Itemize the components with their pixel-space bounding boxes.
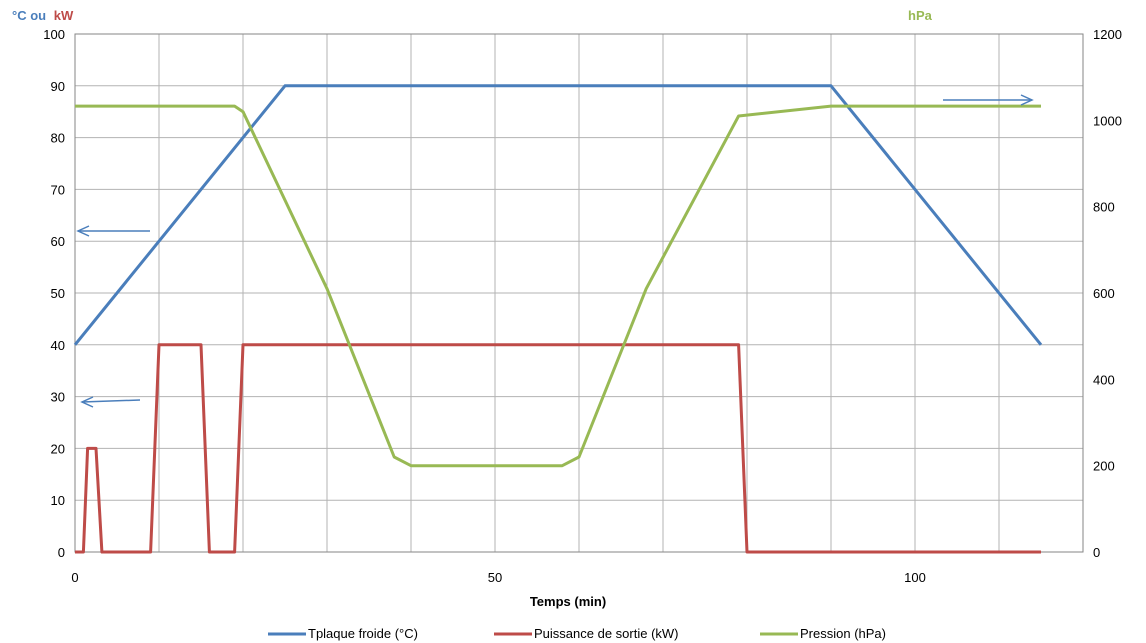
legend-label-3: Pression (hPa) bbox=[800, 626, 886, 641]
y-left-axis-title: °C ou kW bbox=[12, 8, 74, 23]
y-left-tick-label: 80 bbox=[51, 131, 65, 146]
y-right-axis-title: hPa bbox=[908, 8, 933, 23]
grid-layer bbox=[75, 34, 1083, 552]
y-left-tick-label: 0 bbox=[58, 545, 65, 560]
y-right-tick-label: 1200 bbox=[1093, 27, 1122, 42]
left-axis: 0 10 20 30 40 50 60 70 80 90 100 bbox=[43, 27, 65, 560]
y-left-tick-label: 30 bbox=[51, 390, 65, 405]
y-left-tick-label: 10 bbox=[51, 493, 65, 508]
y-right-tick-label: 800 bbox=[1093, 200, 1115, 215]
legend-label-2: Puissance de sortie (kW) bbox=[534, 626, 679, 641]
y-left-axis-title-part1: °C ou bbox=[12, 8, 46, 23]
annotation-arrow-left-2 bbox=[80, 396, 141, 408]
plot-area-frame bbox=[74, 33, 1084, 553]
y-right-tick-label: 200 bbox=[1093, 459, 1115, 474]
x-tick-label: 0 bbox=[71, 570, 78, 585]
y-left-tick-label: 90 bbox=[51, 79, 65, 94]
right-axis: 0 200 400 600 800 1000 1200 bbox=[1093, 27, 1122, 560]
annotation-arrow-right bbox=[943, 94, 1034, 106]
x-tick-label: 100 bbox=[904, 570, 926, 585]
annotation-arrow-left-1 bbox=[76, 225, 150, 237]
y-left-axis-title-part2: kW bbox=[54, 8, 74, 23]
x-axis: 0 50 100 bbox=[71, 570, 925, 585]
y-left-tick-label: 100 bbox=[43, 27, 65, 42]
series-line-2 bbox=[75, 343, 1041, 554]
x-tick-label: 50 bbox=[488, 570, 502, 585]
y-right-tick-label: 1000 bbox=[1093, 113, 1122, 128]
legend-label-1: Tplaque froide (°C) bbox=[308, 626, 418, 641]
y-right-tick-label: 600 bbox=[1093, 286, 1115, 301]
y-right-tick-label: 400 bbox=[1093, 372, 1115, 387]
y-left-tick-label: 50 bbox=[51, 286, 65, 301]
annotation-layer bbox=[76, 94, 1034, 408]
y-left-tick-label: 60 bbox=[51, 234, 65, 249]
series-line-1 bbox=[73, 84, 1043, 346]
y-left-tick-label: 40 bbox=[51, 338, 65, 353]
y-right-tick-label: 0 bbox=[1093, 545, 1100, 560]
series-layer bbox=[73, 84, 1043, 554]
y-left-tick-label: 70 bbox=[51, 182, 65, 197]
x-axis-title: Temps (min) bbox=[530, 594, 606, 609]
y-left-tick-label: 20 bbox=[51, 441, 65, 456]
legend: Tplaque froide (°C) Puissance de sortie (… bbox=[268, 626, 886, 641]
series-line-3 bbox=[75, 104, 1041, 468]
